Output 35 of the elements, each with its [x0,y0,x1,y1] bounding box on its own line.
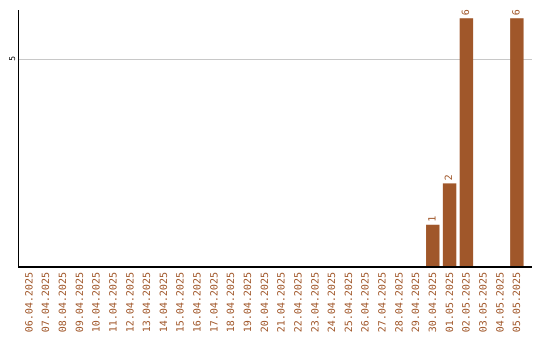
x-tick-label: 04.05.2025 [495,272,506,332]
x-tick-label: 03.05.2025 [478,272,490,332]
x-tick-label: 29.04.2025 [411,272,422,332]
x-tick-label: 12.04.2025 [125,272,136,332]
x-tick-label: 11.04.2025 [108,272,120,332]
x-tick-label: 07.04.2025 [41,272,52,332]
data-label: 1 [427,216,438,222]
x-tick-label: 14.04.2025 [158,272,170,332]
x-tick-label: 26.04.2025 [360,272,372,332]
x-tick-label: 19.04.2025 [243,272,254,332]
x-tick-label: 24.04.2025 [327,272,338,332]
x-tick-label: 18.04.2025 [226,272,238,332]
x-tick-label: 02.05.2025 [462,272,473,332]
y-tick-label: 5 [8,56,17,61]
data-label: 6 [511,9,522,16]
x-tick-label: 01.05.2025 [444,272,456,332]
x-tick-label: 22.04.2025 [293,272,304,332]
x-tick-label: 08.04.2025 [58,272,69,332]
x-tick-label: 25.04.2025 [344,272,355,332]
x-tick-label: 10.04.2025 [92,272,103,332]
x-tick-label: 20.04.2025 [260,272,271,332]
x-tick-label: 16.04.2025 [192,272,204,332]
x-tick-label: 17.04.2025 [209,272,220,332]
x-tick-label: 27.04.2025 [378,272,389,332]
x-tick-label: 13.04.2025 [142,272,154,332]
x-tick-label: 23.04.2025 [310,272,322,332]
data-label: 6 [460,9,472,16]
x-tick-label: 09.04.2025 [74,272,86,332]
x-tick-label: 15.04.2025 [176,272,187,332]
x-tick-label: 05.05.2025 [512,272,524,332]
x-tick-label: 21.04.2025 [276,272,288,332]
x-tick-label: 28.04.2025 [394,272,406,332]
data-label: 2 [444,174,456,180]
x-tick-label: 30.04.2025 [428,272,440,332]
x-tick-label: 06.04.2025 [24,272,36,332]
